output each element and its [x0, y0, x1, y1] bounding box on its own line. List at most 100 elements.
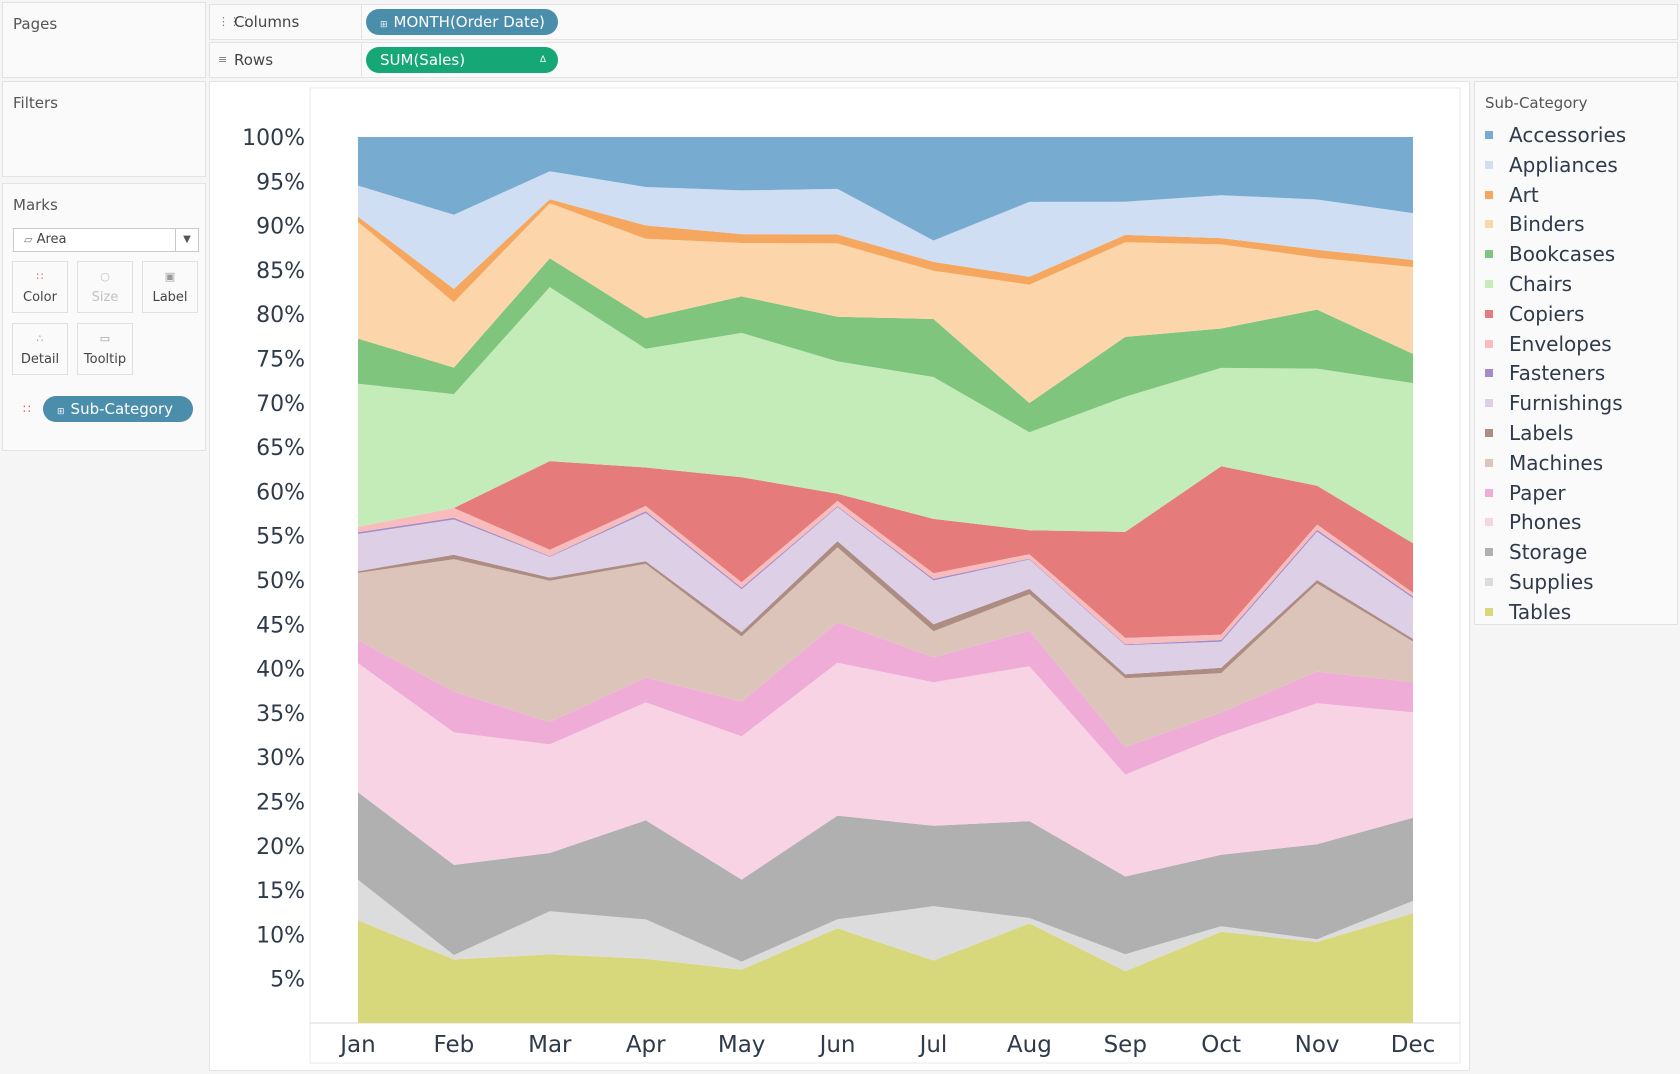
area-series-furnishings[interactable] [358, 507, 1413, 675]
area-chart[interactable]: 100% 95% 90% 85% 80% 75% 70% 65% 60% 55% 50% 45% 40%… [210, 82, 1469, 1070]
columns-icon: ⋮⋮⋮ [218, 15, 251, 28]
marks-title: Marks [13, 196, 58, 214]
area-series-binders[interactable] [358, 203, 1413, 403]
filters-title: Filters [13, 94, 58, 112]
tooltip-button-label: Tooltip [83, 352, 127, 367]
y-tick-label: 95% [256, 170, 305, 195]
area-series-accessories[interactable] [358, 137, 1413, 241]
area-series-phones[interactable] [358, 662, 1413, 880]
legend-label: Copiers [1509, 301, 1585, 326]
legend-label: Envelopes [1509, 331, 1612, 356]
x-tick-label-aug: Aug [1007, 1032, 1052, 1058]
y-tick-label: 75% [256, 348, 305, 373]
area-series-supplies[interactable] [358, 879, 1413, 972]
rows-shelf[interactable]: ≡ Rows SUM(Sales) Δ [209, 42, 1678, 78]
tooltip-button[interactable]: ▭ Tooltip [77, 323, 133, 375]
detail-icon: ∴ [36, 332, 44, 345]
legend-swatch [1485, 160, 1493, 169]
area-series-paper[interactable] [358, 622, 1413, 775]
y-tick-label: 5% [270, 968, 305, 993]
pages-title: Pages [13, 15, 58, 33]
date-field-icon: ⊞ [380, 20, 388, 30]
sub-category-pill-text: Sub-Category [70, 400, 174, 418]
area-chart-icon: ▱ [24, 233, 33, 246]
x-tick-label-apr: Apr [626, 1032, 666, 1058]
x-tick-label-nov: Nov [1295, 1032, 1340, 1058]
legend-swatch [1485, 339, 1493, 348]
area-series-copiers[interactable] [358, 461, 1413, 638]
view-area[interactable]: 100% 95% 90% 85% 80% 75% 70% 65% 60% 55% 50% 45% 40%… [209, 81, 1470, 1071]
legend-swatch [1485, 578, 1493, 586]
color-button[interactable]: ∷ Color [12, 261, 68, 313]
mark-type-value: Area [36, 232, 67, 247]
area-series-envelopes[interactable] [358, 500, 1413, 645]
legend-swatch [1485, 429, 1493, 437]
detail-button[interactable]: ∴ Detail [12, 323, 68, 375]
rows-pill-sum-sales[interactable]: SUM(Sales) Δ [366, 47, 558, 73]
area-series-art[interactable] [358, 199, 1413, 303]
dimension-icon: ⊞ [57, 407, 65, 417]
rows-label: Rows [234, 51, 274, 69]
label-button-label: Label [152, 290, 188, 305]
y-tick-label: 90% [256, 215, 305, 240]
label-button[interactable]: ▣ Label [142, 261, 198, 313]
label-icon: ▣ [164, 270, 176, 283]
rows-icon: ≡ [218, 53, 228, 66]
y-tick-label: 40% [256, 658, 305, 683]
rows-pill-text: SUM(Sales) [380, 51, 466, 69]
legend-swatch [1485, 488, 1493, 497]
area-series-machines[interactable] [358, 547, 1413, 748]
legend-swatch [1485, 190, 1493, 199]
y-tick-label: 85% [256, 259, 305, 284]
legend-label: Labels [1509, 421, 1574, 445]
legend-swatch [1485, 280, 1493, 288]
area-series-storage[interactable] [358, 792, 1413, 962]
y-tick-label: 30% [256, 746, 305, 771]
shelf-divider [361, 5, 362, 39]
chevron-down-icon[interactable]: ▼ [175, 229, 198, 251]
filters-card[interactable]: Filters [2, 81, 206, 177]
sub-category-pill[interactable]: ⊞ Sub-Category [43, 396, 193, 422]
legend-swatch [1485, 548, 1493, 557]
y-tick-label: 60% [256, 480, 305, 505]
legend-title: Sub-Category [1485, 94, 1588, 112]
legend-label: Accessories [1509, 123, 1627, 147]
legend-label: Appliances [1509, 152, 1618, 177]
x-tick-label-jul: Jul [918, 1032, 948, 1058]
legend-label: Storage [1509, 540, 1588, 565]
y-tick-label: 15% [256, 879, 305, 904]
tooltip-icon: ▭ [99, 332, 111, 345]
legend-label: Furnishings [1509, 391, 1623, 416]
color-field-icon: ∷ [23, 402, 31, 416]
legend-label: Paper [1509, 480, 1566, 505]
size-button-label: Size [91, 290, 119, 305]
y-tick-label: 80% [256, 303, 305, 328]
columns-label: Columns [234, 13, 300, 31]
color-dots-icon: ∷ [36, 270, 44, 283]
legend-label: Machines [1509, 450, 1604, 475]
legend-label: Tables [1509, 599, 1572, 624]
legend-label: Supplies [1509, 570, 1594, 594]
y-tick-label: 65% [256, 436, 305, 461]
x-tick-label-oct: Oct [1201, 1032, 1241, 1058]
delta-icon: Δ [539, 55, 546, 65]
area-series-chairs[interactable] [358, 287, 1413, 544]
size-button[interactable]: ○ Size [77, 261, 133, 313]
y-tick-label: 25% [256, 791, 305, 816]
x-tick-label-sep: Sep [1104, 1032, 1147, 1058]
area-series-tables[interactable] [358, 913, 1413, 1023]
y-tick-label: 35% [256, 702, 305, 727]
columns-pill-month-order-date[interactable]: ⊞ MONTH(Order Date) [366, 9, 558, 35]
pages-card[interactable]: Pages [2, 2, 206, 78]
size-icon: ○ [100, 270, 110, 283]
legend-swatch [1485, 399, 1493, 408]
area-series-bookcases[interactable] [358, 258, 1413, 433]
legend-swatch [1485, 220, 1493, 229]
marks-card[interactable]: Marks ▱ Area ▼ ∷ Color ○ Size ▣ Label ∴ … [2, 183, 206, 451]
legend-card[interactable]: Sub-Category Accessories Appliances Art Bin… [1474, 81, 1678, 625]
columns-shelf[interactable]: ⋮⋮⋮ Columns ⊞ MONTH(Order Date) [209, 4, 1678, 40]
x-tick-label-dec: Dec [1391, 1032, 1436, 1058]
legend-swatch [1485, 458, 1493, 467]
mark-type-dropdown[interactable]: ▱ Area ▼ [13, 228, 199, 252]
area-series-appliances[interactable] [358, 171, 1413, 289]
